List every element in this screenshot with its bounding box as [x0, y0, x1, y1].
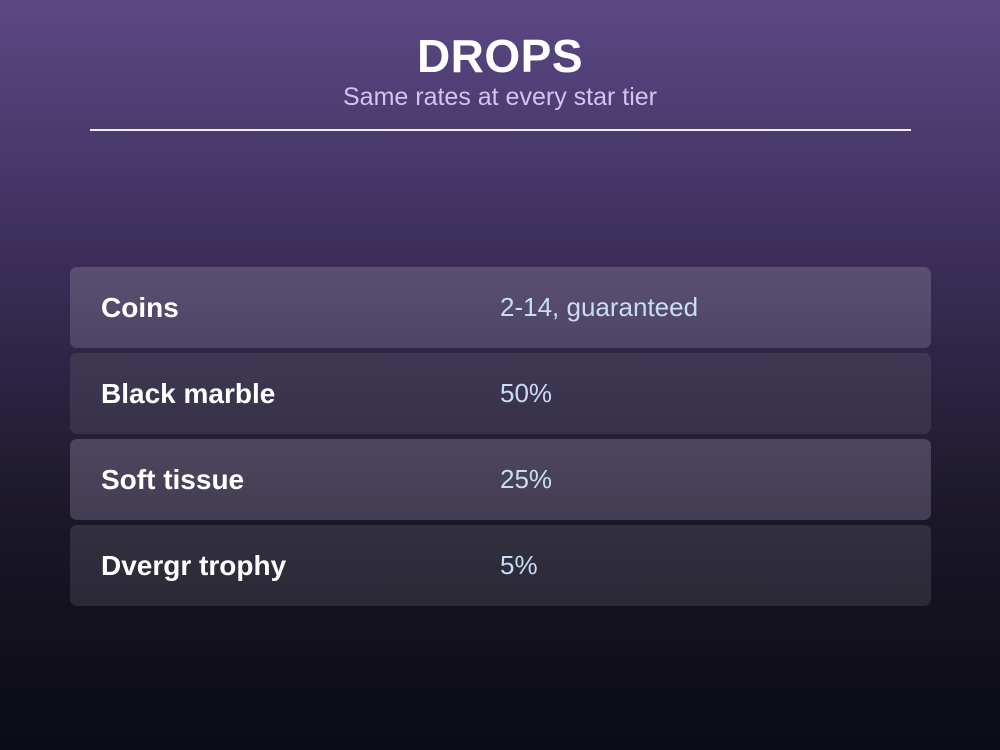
drop-row-coins: Coins 2-14, guaranteed: [70, 267, 931, 348]
header-divider: [90, 129, 911, 131]
drop-item-rate: 5%: [500, 550, 538, 580]
drop-item-name: Coins: [101, 292, 179, 323]
header: DROPS Same rates at every star tier: [0, 30, 1000, 112]
drop-item-name: Black marble: [101, 378, 276, 409]
page-subtitle: Same rates at every star tier: [342, 83, 657, 111]
drop-item-rate: 2-14, guaranteed: [500, 292, 699, 322]
drop-item-name: Dvergr trophy: [101, 550, 287, 581]
drop-item-rate: 25%: [500, 464, 553, 494]
drops-table: Coins 2-14, guaranteed Black marble 50% …: [70, 267, 931, 611]
drop-row-soft-tissue: Soft tissue 25%: [70, 439, 931, 520]
drop-row-dvergr-trophy: Dvergr trophy 5%: [70, 525, 931, 606]
drop-row-black-marble: Black marble 50%: [70, 353, 931, 434]
drop-item-name: Soft tissue: [101, 464, 245, 495]
page-title: DROPS: [416, 30, 584, 82]
drop-item-rate: 50%: [500, 378, 553, 408]
